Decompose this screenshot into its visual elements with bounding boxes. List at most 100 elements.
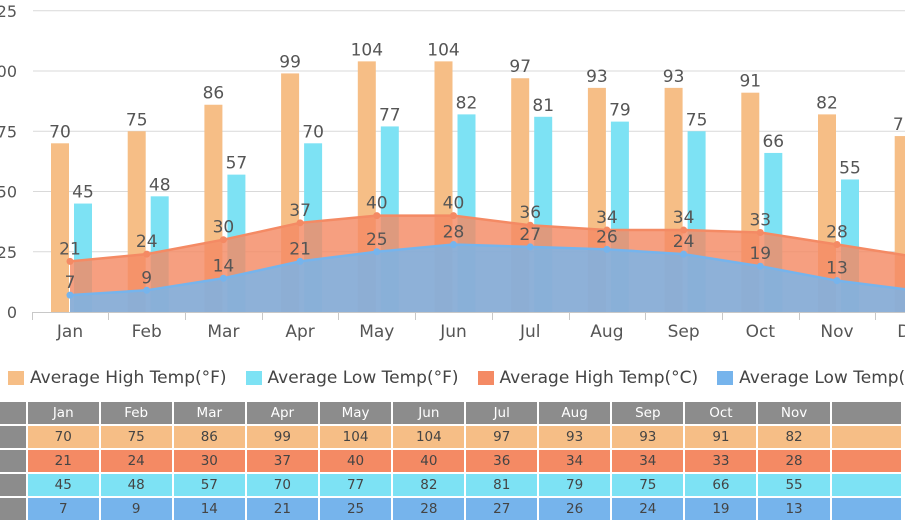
legend-swatch xyxy=(245,371,262,385)
y-tick-label: 50 xyxy=(0,183,17,202)
bar-value-label: 82 xyxy=(816,93,838,113)
table-row: 21 24 30 37 40 40 36 34 34 33 28 xyxy=(0,450,901,472)
point xyxy=(526,243,534,251)
bar-value-label: 104 xyxy=(427,40,459,60)
table-cell: 27 xyxy=(466,498,537,520)
legend-item[interactable]: Average Low Temp(°C) xyxy=(717,368,905,388)
bar-value-label: 55 xyxy=(839,158,861,178)
table-cell: 82 xyxy=(758,426,830,448)
bar-value-label: 70 xyxy=(49,122,71,142)
x-tick-label: Sep xyxy=(668,322,700,342)
x-tick-label: May xyxy=(359,322,394,342)
point xyxy=(296,257,304,265)
plot-area: 7075869910410497939391827345485770778281… xyxy=(0,2,905,342)
y-tick-label: 75 xyxy=(0,122,17,141)
table-cell: 13 xyxy=(758,498,830,520)
table-row-header xyxy=(0,426,26,448)
axes: 0 25 50 75 100 125 Jan Feb Mar Apr May Jun Jul Aug Sep… xyxy=(0,2,905,342)
point-value-label: 28 xyxy=(443,223,465,243)
legend-item[interactable]: Average Low Temp(°F) xyxy=(245,368,459,388)
point xyxy=(756,228,764,236)
bar-value-label: 75 xyxy=(686,110,708,130)
point xyxy=(680,250,688,258)
point xyxy=(603,245,611,253)
point-value-label: 21 xyxy=(289,239,311,259)
table-header-cell: Aug xyxy=(538,402,611,424)
bar xyxy=(894,136,905,312)
point-value-label: 33 xyxy=(749,210,771,230)
table-cell: 45 xyxy=(27,474,99,496)
table-header-cell xyxy=(831,402,901,424)
table-cell: 30 xyxy=(173,450,245,472)
table-row-header xyxy=(0,450,26,472)
data-table-wrapper: Jan Feb Mar Apr May Jun Jul Aug Sep Oct Nov 70 75 86 9… xyxy=(0,402,905,529)
point xyxy=(296,219,304,227)
point-value-label: 21 xyxy=(59,239,81,259)
table-header-cell: Jul xyxy=(466,402,537,424)
legend-swatch xyxy=(8,371,24,385)
legend-label: Average High Temp(°C) xyxy=(499,368,699,388)
table-cell: 24 xyxy=(100,450,172,472)
point xyxy=(450,212,457,220)
y-tick-label: 100 xyxy=(0,62,17,81)
table-cell: 70 xyxy=(27,426,99,448)
data-labels: 7075869910410497939391827345485770778281… xyxy=(49,40,905,293)
point xyxy=(66,257,74,265)
point-value-label: 30 xyxy=(213,218,235,238)
table-cell: 34 xyxy=(612,450,684,472)
table-cell: 33 xyxy=(685,450,757,472)
table-cell: 7 xyxy=(27,498,99,520)
table-header-cell: Sep xyxy=(612,402,684,424)
point-value-label: 27 xyxy=(519,225,541,245)
x-tick-label: Jul xyxy=(519,322,541,342)
point-value-label: 34 xyxy=(673,208,695,228)
table-row-header xyxy=(0,474,26,496)
point-value-label: 13 xyxy=(826,259,848,279)
table-cell: 99 xyxy=(246,426,318,448)
table-cell: 75 xyxy=(100,426,172,448)
bar-value-label: 86 xyxy=(203,84,225,104)
table-header-cell: Jun xyxy=(393,402,465,424)
table-cell: 93 xyxy=(538,426,611,448)
table-cell: 104 xyxy=(393,426,465,448)
area-fill xyxy=(70,244,905,312)
point xyxy=(143,250,151,258)
point-value-label: 37 xyxy=(289,201,311,221)
table-cell: 91 xyxy=(685,426,757,448)
point-value-label: 40 xyxy=(366,194,388,214)
point xyxy=(833,277,841,285)
bar xyxy=(51,143,69,312)
point-value-label: 7 xyxy=(65,273,76,293)
bar-value-label: 45 xyxy=(72,183,94,203)
table-cell: 26 xyxy=(538,498,611,520)
table-row: 45 48 57 70 77 82 81 79 75 66 55 xyxy=(0,474,901,496)
table-cell: 24 xyxy=(612,498,684,520)
table-cell: 48 xyxy=(100,474,172,496)
table-cell: 97 xyxy=(466,426,537,448)
x-tick-label: Jun xyxy=(439,322,467,342)
bar-value-label: 91 xyxy=(739,72,761,92)
table-cell: 104 xyxy=(319,426,392,448)
table-cell: 66 xyxy=(685,474,757,496)
table-row: 70 75 86 99 104 104 97 93 93 91 82 xyxy=(0,426,901,448)
table-cell: 28 xyxy=(393,498,465,520)
table-header-cell: Mar xyxy=(173,402,245,424)
point-value-label: 24 xyxy=(136,232,158,252)
legend-item[interactable]: Average High Temp(°C) xyxy=(477,368,699,388)
point-value-label: 9 xyxy=(141,268,152,288)
legend-item[interactable]: Average High Temp(°F) xyxy=(8,368,227,388)
bar-value-label: 79 xyxy=(609,101,631,121)
point xyxy=(219,236,227,244)
table-cell: 70 xyxy=(246,474,318,496)
point xyxy=(66,291,74,299)
bar-value-label: 66 xyxy=(762,132,784,152)
point xyxy=(373,248,381,256)
table-row: 7 9 14 21 25 28 27 26 24 19 13 xyxy=(0,498,901,520)
table-cell: 77 xyxy=(319,474,392,496)
x-tick-label: Dec xyxy=(897,322,905,342)
table-cell: 75 xyxy=(612,474,684,496)
series-line xyxy=(69,243,905,297)
bar-value-label: 73 xyxy=(893,115,905,135)
x-tick-label: Aug xyxy=(590,322,623,342)
legend-label: Average Low Temp(°C) xyxy=(739,368,905,388)
